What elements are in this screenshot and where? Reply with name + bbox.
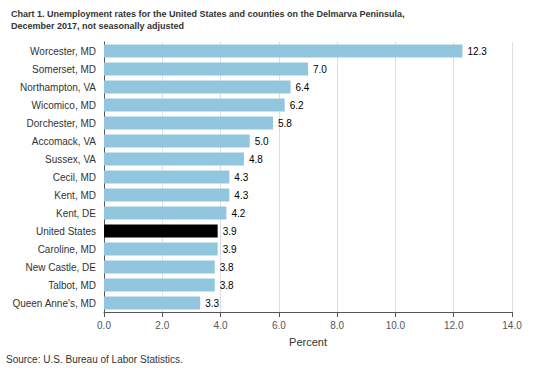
svg-text:Percent: Percent (289, 336, 327, 348)
svg-text:Talbot, MD: Talbot, MD (48, 280, 96, 291)
svg-text:5.8: 5.8 (278, 118, 292, 129)
svg-text:Northampton, VA: Northampton, VA (20, 82, 96, 93)
svg-text:Accomack, VA: Accomack, VA (32, 136, 97, 147)
svg-text:7.0: 7.0 (313, 64, 327, 75)
svg-text:2.0: 2.0 (155, 320, 169, 331)
svg-text:Cecil, MD: Cecil, MD (53, 172, 96, 183)
svg-text:Sussex, VA: Sussex, VA (45, 154, 96, 165)
svg-text:New Castle, DE: New Castle, DE (25, 262, 96, 273)
svg-text:Kent, DE: Kent, DE (56, 208, 96, 219)
svg-text:3.8: 3.8 (220, 262, 234, 273)
svg-text:3.8: 3.8 (220, 280, 234, 291)
svg-text:6.0: 6.0 (272, 320, 286, 331)
svg-text:United States: United States (36, 226, 96, 237)
svg-text:Dorchester, MD: Dorchester, MD (27, 118, 96, 129)
svg-text:10.0: 10.0 (386, 320, 406, 331)
svg-text:4.0: 4.0 (214, 320, 228, 331)
svg-text:4.3: 4.3 (234, 190, 248, 201)
svg-text:3.3: 3.3 (205, 298, 219, 309)
svg-text:12.3: 12.3 (467, 46, 487, 57)
svg-text:0.0: 0.0 (97, 320, 111, 331)
svg-text:Chart 1. Unemployment rates fo: Chart 1. Unemployment rates for the Unit… (11, 9, 405, 19)
svg-text:3.9: 3.9 (223, 244, 237, 255)
svg-text:Kent, MD: Kent, MD (54, 190, 96, 201)
svg-text:Caroline, MD: Caroline, MD (38, 244, 96, 255)
svg-text:3.9: 3.9 (223, 226, 237, 237)
svg-text:6.4: 6.4 (296, 82, 310, 93)
svg-text:8.0: 8.0 (330, 320, 344, 331)
svg-text:Source: U.S. Bureau of Labor S: Source: U.S. Bureau of Labor Statistics. (6, 354, 183, 365)
svg-text:December 2017, not seasonally: December 2017, not seasonally adjusted (11, 21, 184, 31)
svg-text:6.2: 6.2 (290, 100, 304, 111)
svg-text:4.3: 4.3 (234, 172, 248, 183)
svg-text:14.0: 14.0 (502, 320, 522, 331)
svg-text:12.0: 12.0 (444, 320, 464, 331)
svg-text:Queen Anne's, MD: Queen Anne's, MD (12, 298, 96, 309)
svg-text:Somerset, MD: Somerset, MD (32, 64, 96, 75)
svg-text:5.0: 5.0 (255, 136, 269, 147)
svg-text:Worcester, MD: Worcester, MD (30, 46, 96, 57)
svg-text:4.8: 4.8 (249, 154, 263, 165)
svg-text:Wicomico, MD: Wicomico, MD (32, 100, 96, 111)
svg-text:4.2: 4.2 (231, 208, 245, 219)
